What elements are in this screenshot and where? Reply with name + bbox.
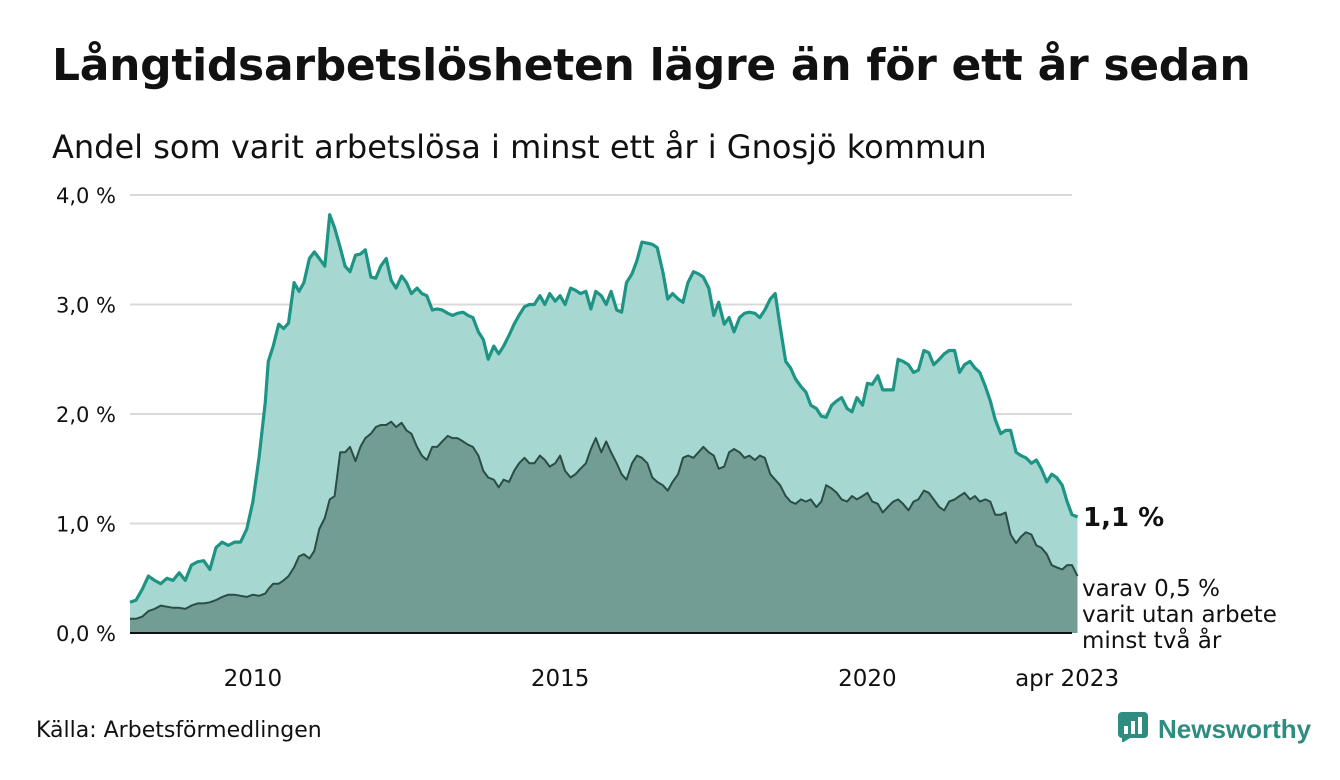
y-axis: 0,0 % 1,0 % 2,0 % 3,0 % 4,0 % bbox=[56, 184, 116, 646]
end-label-two-years-line2: varit utan arbete bbox=[1082, 602, 1277, 628]
chart-subtitle: Andel som varit arbetslösa i minst ett å… bbox=[52, 128, 987, 166]
x-tick-label: 2020 bbox=[838, 666, 897, 692]
x-tick-label: apr 2023 bbox=[1015, 666, 1119, 692]
x-axis: 2010 2015 2020 apr 2023 bbox=[224, 666, 1119, 692]
brand-logo[interactable]: Newsworthy bbox=[1118, 712, 1311, 746]
y-tick-label: 3,0 % bbox=[56, 294, 116, 318]
end-label-two-years-line1: varav 0,5 % bbox=[1082, 576, 1220, 602]
line-two-years bbox=[130, 420, 1079, 620]
end-label-two-years-line3: minst två år bbox=[1082, 626, 1222, 654]
area-two-years bbox=[130, 421, 1078, 633]
source-note: Källa: Arbetsförmedlingen bbox=[36, 718, 322, 743]
x-tick-label: 2015 bbox=[531, 666, 590, 692]
y-tick-label: 4,0 % bbox=[56, 184, 116, 208]
end-label-total: 1,1 % bbox=[1083, 503, 1164, 533]
chart-title: Långtidsarbetslösheten lägre än för ett … bbox=[52, 40, 1251, 91]
newsworthy-logo-icon bbox=[1118, 712, 1148, 746]
y-tick-label: 0,0 % bbox=[56, 622, 116, 646]
x-tick-label: 2010 bbox=[224, 666, 283, 692]
brand-name: Newsworthy bbox=[1158, 713, 1312, 744]
y-tick-label: 2,0 % bbox=[56, 403, 116, 427]
line-total bbox=[129, 213, 1079, 604]
y-tick-label: 1,0 % bbox=[56, 513, 116, 537]
